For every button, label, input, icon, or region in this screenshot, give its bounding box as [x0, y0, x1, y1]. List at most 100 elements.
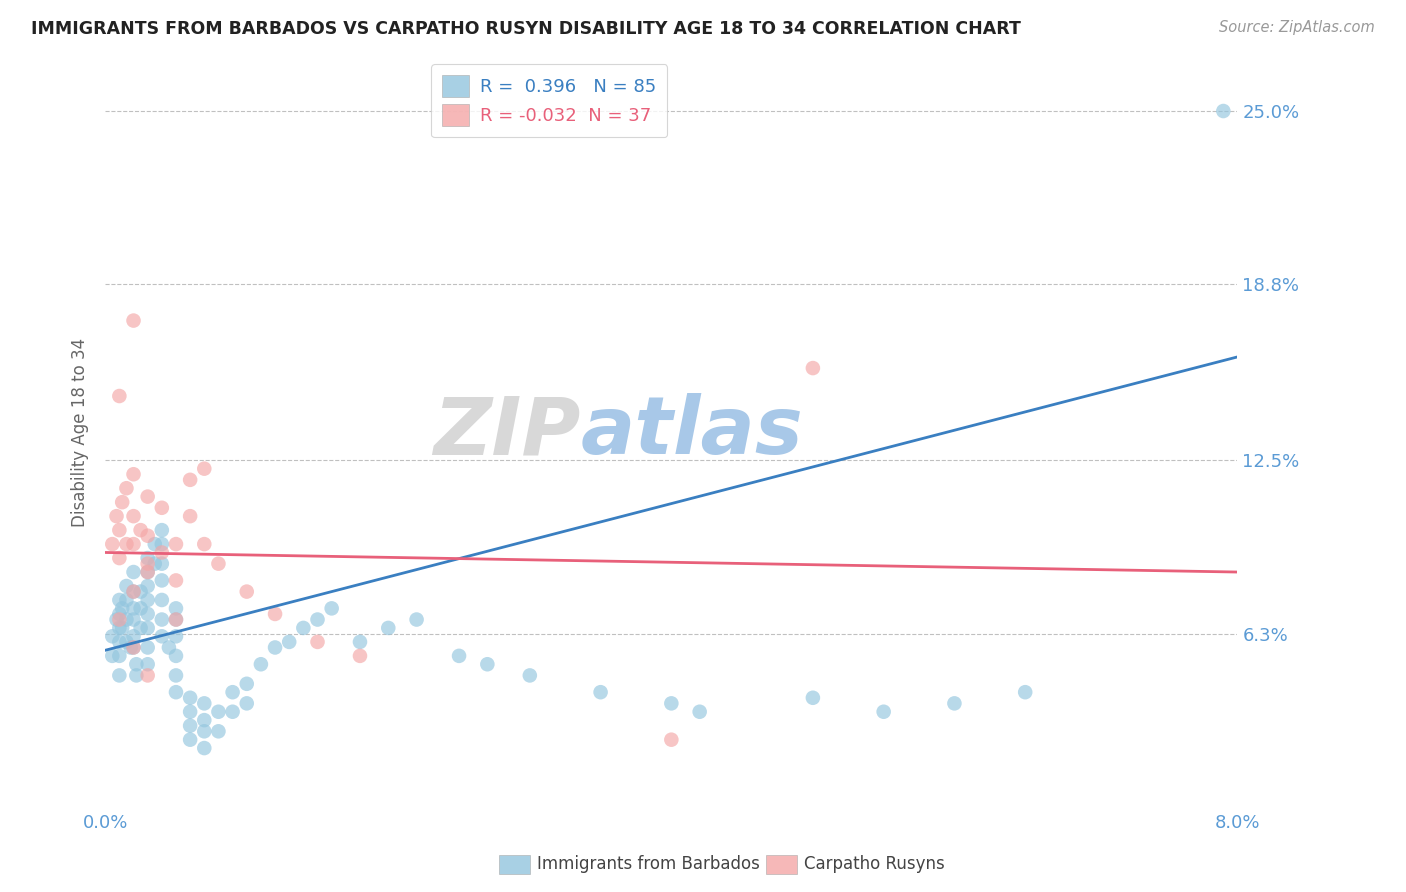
- Point: [193, 537, 215, 551]
- Point: [122, 640, 145, 655]
- Point: [943, 697, 966, 711]
- Point: [122, 629, 145, 643]
- Point: [235, 584, 257, 599]
- Point: [349, 635, 371, 649]
- Point: [108, 621, 131, 635]
- Point: [108, 593, 131, 607]
- Text: ZIP: ZIP: [433, 393, 581, 471]
- Point: [150, 537, 173, 551]
- Point: [165, 601, 187, 615]
- Point: [165, 574, 187, 588]
- Point: [129, 523, 152, 537]
- Point: [207, 705, 229, 719]
- Point: [165, 613, 187, 627]
- Y-axis label: Disability Age 18 to 34: Disability Age 18 to 34: [72, 338, 89, 527]
- Point: [136, 657, 159, 672]
- Point: [115, 593, 138, 607]
- Point: [136, 593, 159, 607]
- Point: [136, 668, 159, 682]
- Point: [122, 584, 145, 599]
- Point: [659, 732, 682, 747]
- Point: [108, 648, 131, 663]
- Point: [179, 719, 201, 733]
- Point: [108, 613, 131, 627]
- Point: [157, 640, 180, 655]
- Point: [122, 537, 145, 551]
- Point: [143, 557, 166, 571]
- Point: [221, 685, 243, 699]
- Point: [150, 545, 173, 559]
- Legend: R =  0.396   N = 85, R = -0.032  N = 37: R = 0.396 N = 85, R = -0.032 N = 37: [432, 64, 666, 137]
- Point: [165, 668, 187, 682]
- Point: [179, 705, 201, 719]
- Point: [321, 601, 343, 615]
- Point: [143, 537, 166, 551]
- Point: [447, 648, 470, 663]
- Point: [120, 640, 142, 655]
- Point: [193, 697, 215, 711]
- Point: [108, 523, 131, 537]
- Point: [111, 621, 134, 635]
- Point: [349, 648, 371, 663]
- Point: [122, 509, 145, 524]
- Point: [136, 490, 159, 504]
- Point: [801, 690, 824, 705]
- Point: [659, 697, 682, 711]
- Point: [115, 635, 138, 649]
- Point: [307, 635, 329, 649]
- Point: [122, 584, 145, 599]
- Point: [136, 640, 159, 655]
- Point: [108, 607, 131, 621]
- Point: [108, 635, 131, 649]
- Point: [377, 621, 399, 635]
- Point: [105, 613, 128, 627]
- Point: [519, 668, 541, 682]
- Point: [122, 565, 145, 579]
- Point: [108, 551, 131, 566]
- Point: [264, 607, 287, 621]
- Point: [122, 640, 145, 655]
- Point: [122, 313, 145, 327]
- Point: [165, 537, 187, 551]
- Text: atlas: atlas: [581, 393, 803, 471]
- Point: [115, 537, 138, 551]
- Point: [278, 635, 301, 649]
- Point: [122, 601, 145, 615]
- Point: [193, 461, 215, 475]
- Point: [111, 495, 134, 509]
- Point: [801, 361, 824, 376]
- Point: [179, 732, 201, 747]
- Point: [207, 557, 229, 571]
- Point: [136, 607, 159, 621]
- Point: [235, 697, 257, 711]
- Text: Source: ZipAtlas.com: Source: ZipAtlas.com: [1219, 20, 1375, 35]
- Point: [689, 705, 711, 719]
- Point: [405, 613, 427, 627]
- Point: [179, 509, 201, 524]
- Point: [150, 557, 173, 571]
- Point: [129, 584, 152, 599]
- Point: [307, 613, 329, 627]
- Point: [165, 629, 187, 643]
- Point: [264, 640, 287, 655]
- Point: [125, 668, 148, 682]
- Point: [101, 648, 124, 663]
- Point: [129, 601, 152, 615]
- Point: [101, 629, 124, 643]
- Point: [179, 473, 201, 487]
- Point: [235, 677, 257, 691]
- Point: [150, 593, 173, 607]
- Point: [165, 613, 187, 627]
- Point: [108, 389, 131, 403]
- Point: [136, 565, 159, 579]
- Point: [207, 724, 229, 739]
- Point: [150, 500, 173, 515]
- Text: IMMIGRANTS FROM BARBADOS VS CARPATHO RUSYN DISABILITY AGE 18 TO 34 CORRELATION C: IMMIGRANTS FROM BARBADOS VS CARPATHO RUS…: [31, 20, 1021, 37]
- Text: Immigrants from Barbados: Immigrants from Barbados: [537, 855, 761, 873]
- Text: Carpatho Rusyns: Carpatho Rusyns: [804, 855, 945, 873]
- Point: [122, 467, 145, 482]
- Point: [193, 724, 215, 739]
- Point: [101, 537, 124, 551]
- Point: [136, 565, 159, 579]
- Point: [589, 685, 612, 699]
